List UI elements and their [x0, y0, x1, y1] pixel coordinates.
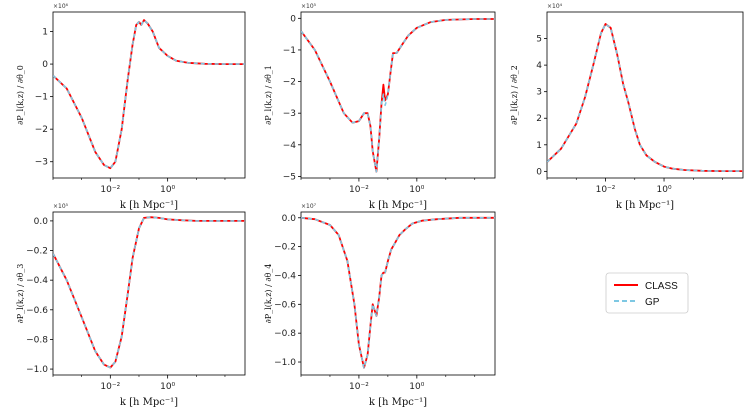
series-line-class [547, 23, 743, 173]
ytick-label: 0.0 [34, 217, 49, 227]
series-line-gp [301, 18, 495, 173]
x-axis-label: k [h Mpc⁻¹] [120, 200, 178, 211]
ytick-label: 1 [42, 28, 48, 38]
panel-theta1: −5 −4 −3 −2 −1 0 10⁻² 10⁰ ×10⁵ k [h Mpc⁻¹] ∂P_l(k,… [264, 3, 496, 211]
ytick-label: −0.8 [26, 335, 48, 345]
series-line-class [301, 216, 495, 369]
x-axis-label: k [h Mpc⁻¹] [369, 200, 427, 211]
ytick-label: −1 [35, 93, 48, 103]
ytick-label: −0.8 [274, 329, 296, 339]
panel-theta2: 0 1 2 3 4 5 10⁻² 10⁰ ×10⁴ k [h Mpc⁻¹] ∂P_l(k,z) / … [510, 3, 744, 211]
xtick-label: 10⁰ [409, 185, 424, 195]
panel-theta0: −3 −2 −1 0 1 10⁻² 10⁰ ×10⁶ k [h Mpc⁻¹] ∂P_l(k,z) … [16, 3, 246, 211]
xtick-label: 10⁻² [100, 185, 120, 195]
xtick-label: 10⁰ [160, 185, 175, 195]
ytick-label: 4 [536, 61, 542, 71]
ytick-label: 5 [536, 35, 542, 45]
series-line-class [301, 18, 495, 173]
legend-class-label: CLASS [645, 281, 678, 292]
legend-gp-label: GP [645, 297, 660, 308]
y-axis-label: ∂P_l(k,z) / ∂θ_1 [264, 65, 273, 125]
panels-container: −3 −2 −1 0 1 10⁻² 10⁰ ×10⁶ k [h Mpc⁻¹] ∂P_l(k,z) … [16, 3, 744, 408]
x-axis-label: k [h Mpc⁻¹] [616, 200, 674, 211]
ytick-label: −1.0 [26, 365, 48, 375]
xtick-label: 10⁻² [596, 185, 616, 195]
ytick-label: −1 [283, 46, 296, 56]
ytick-label: −0.2 [274, 243, 296, 253]
xtick-label: 10⁻² [349, 185, 369, 195]
ytick-label: −0.2 [26, 247, 48, 257]
series-line-gp [53, 216, 245, 369]
xtick-label: 10⁰ [160, 382, 175, 392]
ytick-label: −4 [283, 141, 297, 151]
ytick-label: 3 [536, 88, 542, 98]
ytick-label: −0.6 [274, 300, 296, 310]
ytick-label: −0.6 [26, 306, 48, 316]
ytick-label: −3 [35, 158, 48, 168]
legend-frame [605, 272, 689, 314]
y-exponent-label: ×10⁷ [301, 203, 317, 210]
xtick-label: 10⁻² [100, 382, 120, 392]
panel-theta3: −1.0 −0.8 −0.6 −0.4 −0.2 0.0 10⁻² 10⁰ ×10⁵ k [h M… [16, 203, 246, 408]
axes-frame [52, 11, 246, 179]
ytick-label: −2 [283, 78, 296, 88]
y-axis-label: ∂P_l(k,z) / ∂θ_2 [510, 65, 519, 125]
ytick-label: 0 [290, 14, 296, 24]
ytick-label: −0.4 [26, 276, 48, 286]
axes-frame [546, 11, 744, 179]
series-line-gp [547, 23, 743, 172]
axes-frame [300, 211, 496, 376]
ytick-label: 0 [42, 60, 48, 70]
ytick-label: −3 [283, 109, 296, 119]
y-exponent-label: ×10⁵ [53, 203, 69, 210]
y-axis-label: ∂P_l(k,z) / ∂θ_0 [16, 65, 25, 125]
ytick-label: −2 [35, 125, 48, 135]
x-axis-label: k [h Mpc⁻¹] [120, 397, 178, 408]
y-exponent-label: ×10⁴ [547, 3, 563, 10]
series-line-gp [301, 217, 495, 369]
ytick-label: −0.4 [274, 271, 296, 281]
axes-frame [300, 11, 496, 179]
ytick-label: −5 [283, 172, 296, 182]
series-line-class [53, 216, 245, 369]
series-line-gp [53, 19, 245, 169]
ytick-label: 1 [536, 141, 542, 151]
ytick-label: 0.0 [282, 214, 297, 224]
xtick-label: 10⁰ [409, 382, 424, 392]
xtick-label: 10⁰ [657, 185, 672, 195]
y-axis-label: ∂P_l(k,z) / ∂θ_3 [16, 264, 25, 324]
y-exponent-label: ×10⁶ [53, 3, 69, 10]
y-exponent-label: ×10⁵ [301, 3, 317, 10]
ytick-label: 0 [536, 167, 542, 177]
panel-theta4: −1.0 −0.8 −0.6 −0.4 −0.2 0.0 10⁻² 10⁰ ×10⁷ k [h M… [264, 203, 496, 408]
xtick-label: 10⁻² [349, 382, 369, 392]
legend: CLASS GP [605, 272, 689, 314]
ytick-label: 2 [536, 114, 542, 124]
x-axis-label: k [h Mpc⁻¹] [369, 397, 427, 408]
axes-frame [52, 211, 246, 376]
series-line-class [53, 19, 245, 170]
y-axis-label: ∂P_l(k,z) / ∂θ_4 [264, 264, 273, 324]
ytick-label: −1.0 [274, 358, 296, 368]
